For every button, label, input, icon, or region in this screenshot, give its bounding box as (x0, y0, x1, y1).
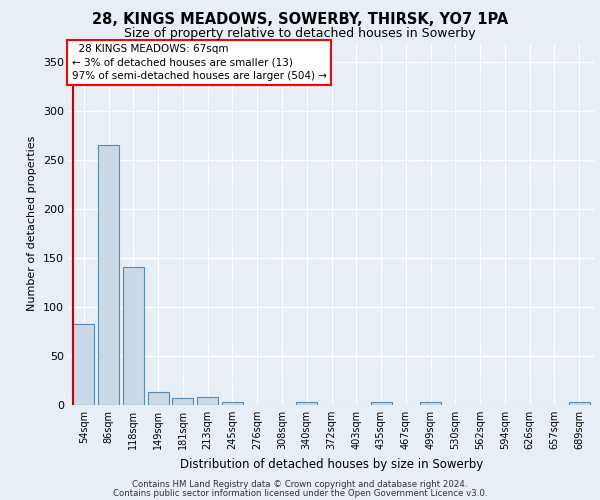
X-axis label: Distribution of detached houses by size in Sowerby: Distribution of detached houses by size … (180, 458, 483, 470)
Bar (371, 402, 392, 405)
Bar (197, 397, 218, 405)
Text: Contains public sector information licensed under the Open Government Licence v3: Contains public sector information licen… (113, 488, 487, 498)
Bar (123, 267, 144, 405)
Bar (98, 146, 119, 405)
Text: Contains HM Land Registry data © Crown copyright and database right 2024.: Contains HM Land Registry data © Crown c… (132, 480, 468, 489)
Text: 28, KINGS MEADOWS, SOWERBY, THIRSK, YO7 1PA: 28, KINGS MEADOWS, SOWERBY, THIRSK, YO7 … (92, 12, 508, 28)
Bar (172, 398, 193, 405)
Text: 28 KINGS MEADOWS: 67sqm
← 3% of detached houses are smaller (13)
97% of semi-det: 28 KINGS MEADOWS: 67sqm ← 3% of detached… (71, 44, 326, 80)
Bar (569, 402, 590, 405)
Bar (148, 392, 169, 405)
Bar (73, 324, 94, 405)
Bar (296, 402, 317, 405)
Bar (420, 402, 441, 405)
Text: Size of property relative to detached houses in Sowerby: Size of property relative to detached ho… (124, 28, 476, 40)
Y-axis label: Number of detached properties: Number of detached properties (28, 136, 37, 312)
Bar (222, 402, 243, 405)
